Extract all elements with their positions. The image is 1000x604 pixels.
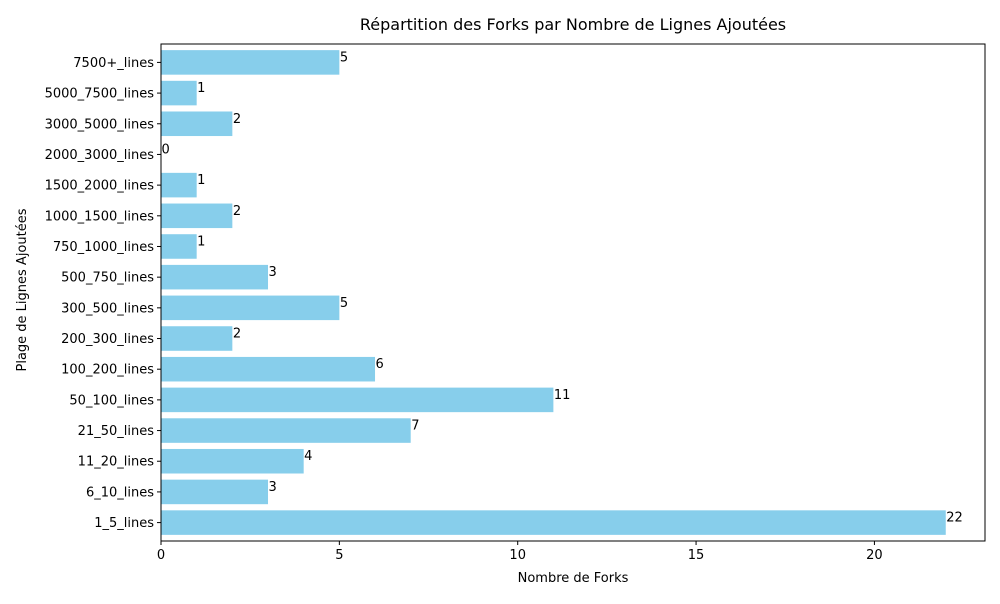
y-tick-label: 100_200_lines: [61, 363, 154, 378]
x-tick-label: 5: [335, 548, 343, 563]
y-tick-label: 1_5_lines: [94, 516, 154, 531]
axes-frame: [160, 43, 986, 542]
bar-value-label: 0: [162, 142, 170, 157]
bar: [161, 50, 340, 75]
bar: [161, 295, 340, 321]
y-tick-label: 750_1000_lines: [53, 240, 154, 255]
bar: [161, 326, 233, 351]
y-tick-label: 2000_3000_lines: [45, 148, 155, 163]
bar: [161, 203, 233, 229]
y-tick-label: 11_20_lines: [78, 455, 155, 470]
bar-value-label: 5: [340, 50, 348, 65]
bar-value-label: 7: [411, 419, 419, 434]
bar-value-label: 1: [197, 173, 205, 188]
bar: [161, 418, 411, 443]
bar: [161, 387, 554, 413]
bar: [161, 356, 376, 382]
y-tick-label: 5000_7500_lines: [45, 87, 155, 102]
bar: [161, 510, 946, 535]
y-tick-label: 21_50_lines: [78, 424, 155, 439]
bar: [161, 234, 197, 259]
y-tick-label: 200_300_lines: [61, 332, 154, 347]
y-axis-label: Plage de Lignes Ajoutées: [15, 208, 30, 371]
y-tick-label: 1000_1500_lines: [45, 209, 155, 224]
bar-value-label: 2: [233, 327, 241, 342]
bar-value-label: 5: [340, 296, 348, 311]
y-tick-label: 50_100_lines: [69, 393, 154, 408]
bar: [161, 172, 197, 198]
bar-value-label: 3: [269, 265, 277, 280]
y-tick-label: 500_750_lines: [61, 271, 154, 286]
bar-value-label: 1: [197, 234, 205, 249]
x-tick-label: 0: [157, 548, 165, 563]
y-tick-label: 1500_2000_lines: [45, 179, 155, 194]
bar-value-label: 1: [197, 81, 205, 96]
x-tick-label: 15: [688, 548, 705, 563]
bar-value-label: 2: [233, 204, 241, 219]
y-tick-label: 7500+_lines: [73, 56, 154, 71]
x-axis-label: Nombre de Forks: [518, 571, 629, 586]
bar: [161, 264, 269, 290]
bar-value-label: 11: [554, 388, 571, 403]
bar: [161, 111, 233, 137]
x-tick-label: 10: [509, 548, 526, 563]
bar-value-label: 6: [376, 357, 384, 372]
bar-value-label: 22: [946, 511, 963, 526]
bar: [161, 448, 304, 474]
y-tick-label: 300_500_lines: [61, 301, 154, 316]
bar: [161, 479, 269, 505]
bar: [161, 80, 197, 106]
y-tick-label: 6_10_lines: [86, 485, 154, 500]
chart-title: Répartition des Forks par Nombre de Lign…: [360, 15, 786, 34]
bar-value-label: 3: [269, 480, 277, 495]
y-tick-label: 3000_5000_lines: [45, 117, 155, 132]
bar-value-label: 2: [233, 112, 241, 127]
x-tick-label: 20: [866, 548, 883, 563]
bar-value-label: 4: [304, 449, 312, 464]
plot-area: 221_5_lines36_10_lines411_20_lines721_50…: [45, 43, 986, 563]
